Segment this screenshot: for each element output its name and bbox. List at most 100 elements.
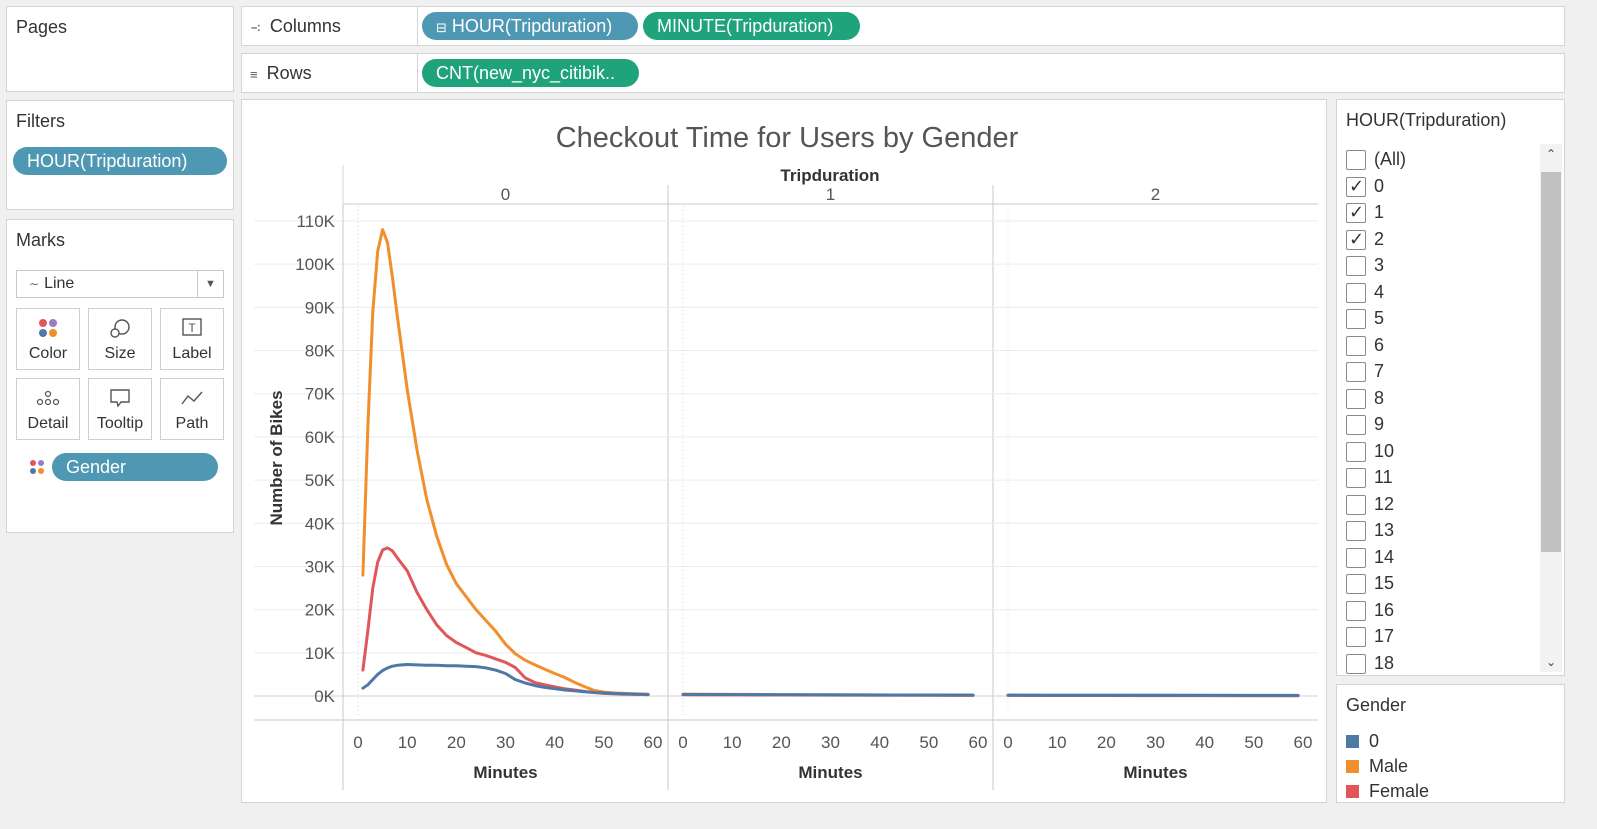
filter-item-label: 18 <box>1374 652 1395 673</box>
legend-label: Male <box>1369 756 1409 776</box>
legend-item[interactable]: 0 <box>1346 729 1379 753</box>
detail-button-label: Detail <box>27 415 69 432</box>
hour-filter-list: (All)0123456789101112131415161718 <box>1337 146 1537 674</box>
checkbox-checked-icon[interactable] <box>1346 228 1366 250</box>
checkbox-unchecked-icon[interactable] <box>1346 309 1366 330</box>
hour-filter-title: HOUR(Tripduration) <box>1346 110 1507 130</box>
filter-item[interactable]: 8 <box>1346 387 1384 413</box>
filter-item[interactable]: 6 <box>1346 334 1384 360</box>
filter-item[interactable]: 1 <box>1346 201 1384 227</box>
checkbox-unchecked-icon[interactable] <box>1346 574 1366 595</box>
checkbox-unchecked-icon[interactable] <box>1346 468 1366 489</box>
filter-item[interactable]: 15 <box>1346 572 1394 598</box>
column-pill-minute[interactable]: MINUTE(Tripduration) <box>643 12 860 40</box>
tooltip-icon <box>89 387 151 415</box>
checkbox-checked-icon[interactable] <box>1346 201 1366 224</box>
checkbox-unchecked-icon[interactable] <box>1346 627 1366 648</box>
checkbox-unchecked-icon[interactable] <box>1346 362 1366 383</box>
y-tick-label: 10K <box>305 644 336 663</box>
filter-item[interactable]: 17 <box>1346 625 1394 651</box>
y-tick-label: 20K <box>305 601 336 620</box>
legend-item[interactable]: Female <box>1346 779 1429 803</box>
color-button[interactable]: Color <box>16 308 80 370</box>
checkbox-unchecked-icon[interactable] <box>1346 494 1366 515</box>
checkbox-unchecked-icon[interactable] <box>1346 335 1366 356</box>
label-button[interactable]: T Label <box>160 308 224 370</box>
y-tick-label: 80K <box>305 342 336 361</box>
column-pill-hour[interactable]: ⊟ HOUR(Tripduration) <box>422 12 638 40</box>
checkbox-unchecked-icon[interactable] <box>1346 600 1366 621</box>
filter-scrollbar[interactable]: ⌃ ⌄ <box>1540 144 1562 672</box>
scroll-down-icon[interactable]: ⌄ <box>1545 655 1557 669</box>
detail-button[interactable]: Detail <box>16 378 80 440</box>
filter-item[interactable]: 10 <box>1346 440 1394 466</box>
checkbox-unchecked-icon[interactable] <box>1346 653 1366 674</box>
marks-card: Marks ∼ Line ▼ Color Size T Label Detail … <box>6 219 234 533</box>
x-tick-label: 30 <box>1146 733 1165 752</box>
rows-icon: ≡ <box>250 67 258 82</box>
filters-shelf[interactable]: Filters HOUR(Tripduration) <box>6 100 234 210</box>
filter-item[interactable]: 0 <box>1346 175 1384 201</box>
tooltip-button[interactable]: Tooltip <box>88 378 152 440</box>
filter-item-label: 7 <box>1374 361 1385 381</box>
scroll-up-icon[interactable]: ⌃ <box>1545 147 1557 161</box>
legend-label: Female <box>1369 781 1430 801</box>
filter-item[interactable]: 2 <box>1346 228 1384 254</box>
x-tick-label: 50 <box>1244 733 1263 752</box>
checkbox-unchecked-icon[interactable] <box>1346 415 1366 436</box>
filter-item[interactable]: 14 <box>1346 546 1394 572</box>
filter-item[interactable]: 16 <box>1346 599 1394 625</box>
filter-item[interactable]: (All) <box>1346 148 1406 174</box>
x-tick-label: 30 <box>496 733 515 752</box>
x-tick-label: 10 <box>1048 733 1067 752</box>
filter-item-label: 5 <box>1374 308 1385 328</box>
legend-swatch <box>1346 760 1359 773</box>
columns-label: ∹ Columns <box>250 16 341 36</box>
mark-type-dropdown[interactable]: ∼ Line ▼ <box>16 270 224 298</box>
checkbox-unchecked-icon[interactable] <box>1346 256 1366 277</box>
filter-item-label: 16 <box>1374 599 1395 620</box>
filter-item[interactable]: 4 <box>1346 281 1384 307</box>
label-icon: T <box>161 317 223 345</box>
filter-item[interactable]: 12 <box>1346 493 1394 519</box>
row-pill-count[interactable]: CNT(new_nyc_citibik.. <box>422 59 639 87</box>
filter-pill-hour[interactable]: HOUR(Tripduration) <box>13 147 227 175</box>
filter-item[interactable]: 9 <box>1346 413 1384 439</box>
pages-shelf[interactable]: Pages <box>6 6 234 92</box>
tooltip-button-label: Tooltip <box>96 415 144 432</box>
filter-item[interactable]: 5 <box>1346 307 1384 333</box>
x-tick-label: 50 <box>594 733 613 752</box>
x-tick-label: 50 <box>919 733 938 752</box>
checkbox-unchecked-icon[interactable] <box>1346 547 1366 568</box>
columns-label-area: ∹ Columns <box>242 7 418 45</box>
chevron-down-icon[interactable]: ▼ <box>197 271 223 297</box>
path-button[interactable]: Path <box>160 378 224 440</box>
color-button-label: Color <box>28 345 68 362</box>
x-tick-label: 20 <box>447 733 466 752</box>
filter-item-label: 17 <box>1374 626 1395 646</box>
checkbox-unchecked-icon[interactable] <box>1346 388 1366 409</box>
filter-item[interactable]: 18 <box>1346 652 1394 675</box>
filter-item[interactable]: 13 <box>1346 519 1394 545</box>
filter-item-label: (All) <box>1374 149 1406 169</box>
pane-header: 0 <box>501 185 510 204</box>
y-tick-label: 30K <box>305 557 336 576</box>
checkbox-unchecked-icon[interactable] <box>1346 282 1366 303</box>
color-encoding-icon <box>29 459 45 480</box>
y-tick-label: 50K <box>305 471 336 490</box>
filter-item[interactable]: 7 <box>1346 360 1384 386</box>
svg-text:T: T <box>188 321 196 335</box>
gender-field-pill[interactable]: Gender <box>52 453 218 481</box>
scroll-thumb[interactable] <box>1541 172 1561 552</box>
filter-item[interactable]: 3 <box>1346 254 1384 280</box>
checkbox-unchecked-icon[interactable] <box>1346 150 1366 171</box>
filter-item[interactable]: 11 <box>1346 466 1393 492</box>
legend-swatch <box>1346 785 1359 798</box>
legend-swatch <box>1346 735 1359 748</box>
checkbox-checked-icon[interactable] <box>1346 175 1366 197</box>
legend-item[interactable]: Male <box>1346 754 1408 778</box>
checkbox-unchecked-icon[interactable] <box>1346 521 1366 542</box>
size-button[interactable]: Size <box>88 308 152 370</box>
x-tick-label: 40 <box>1195 733 1214 752</box>
checkbox-unchecked-icon[interactable] <box>1346 441 1366 462</box>
